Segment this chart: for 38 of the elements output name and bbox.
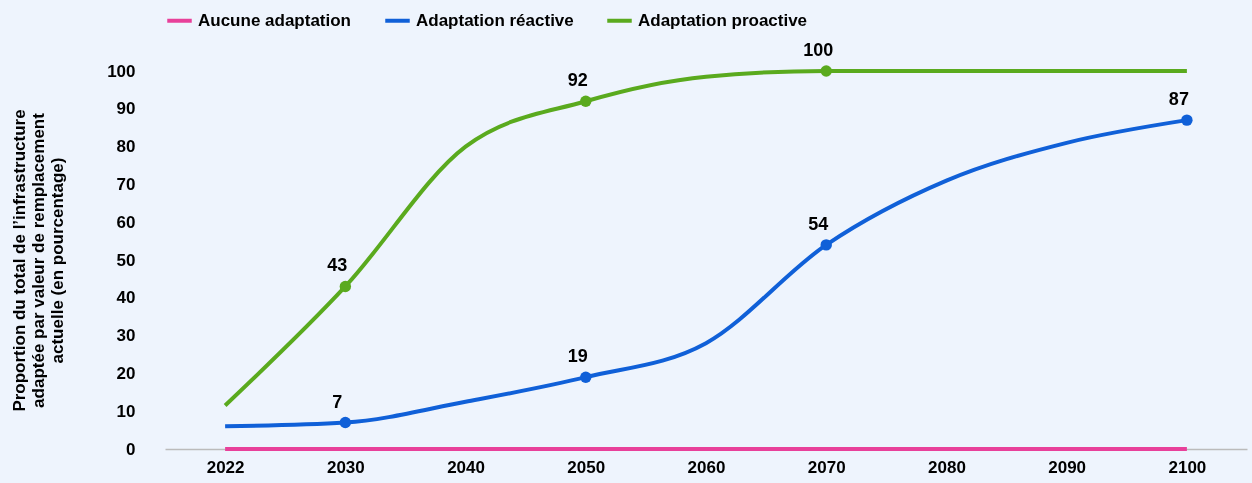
y-tick-label: 80 <box>116 137 136 157</box>
point <box>1181 114 1193 126</box>
x-tick-label: 2070 <box>807 457 846 477</box>
x-tick-label: 2022 <box>206 457 245 477</box>
x-tick-label: 2080 <box>928 457 966 477</box>
data-label: 19 <box>567 346 588 367</box>
data-label: 7 <box>332 391 343 412</box>
y-tick-label: 0 <box>126 439 136 459</box>
data-label: 100 <box>803 40 834 60</box>
data-label: 87 <box>1168 89 1189 110</box>
y-tick-label: 20 <box>116 363 136 383</box>
y-tick-label: 100 <box>107 61 136 81</box>
point <box>580 371 592 383</box>
point <box>820 239 832 251</box>
y-tick-label: 40 <box>116 288 136 308</box>
point <box>820 65 832 77</box>
point <box>580 95 592 107</box>
y-tick-label: 10 <box>116 401 136 421</box>
legend-label: Aucune adaptation <box>198 10 352 30</box>
y-tick-label: 70 <box>116 174 136 194</box>
point <box>339 280 352 293</box>
x-tick-label: 2090 <box>1048 457 1087 477</box>
data-label: 54 <box>808 213 829 234</box>
point <box>339 416 352 429</box>
y-tick-label: 50 <box>116 250 136 270</box>
x-tick-label: 2100 <box>1168 457 1207 477</box>
y-tick-label: 90 <box>116 99 136 119</box>
x-tick-label: 2050 <box>567 457 606 477</box>
data-label: 43 <box>327 255 348 276</box>
y-axis-title: Proportion du total de l’infrastructure adaptée par valeur de remplacement actuelle (en pourcentage) <box>10 109 68 412</box>
x-tick-label: 2060 <box>687 457 726 477</box>
data-label: 92 <box>567 70 588 91</box>
x-tick-label: 2040 <box>447 457 485 477</box>
y-tick-label: 60 <box>116 212 136 232</box>
legend-label: Adaptation réactive <box>416 10 574 30</box>
x-tick-label: 2030 <box>326 457 365 477</box>
y-tick-label: 30 <box>116 326 136 346</box>
legend-label: Adaptation proactive <box>638 10 808 30</box>
